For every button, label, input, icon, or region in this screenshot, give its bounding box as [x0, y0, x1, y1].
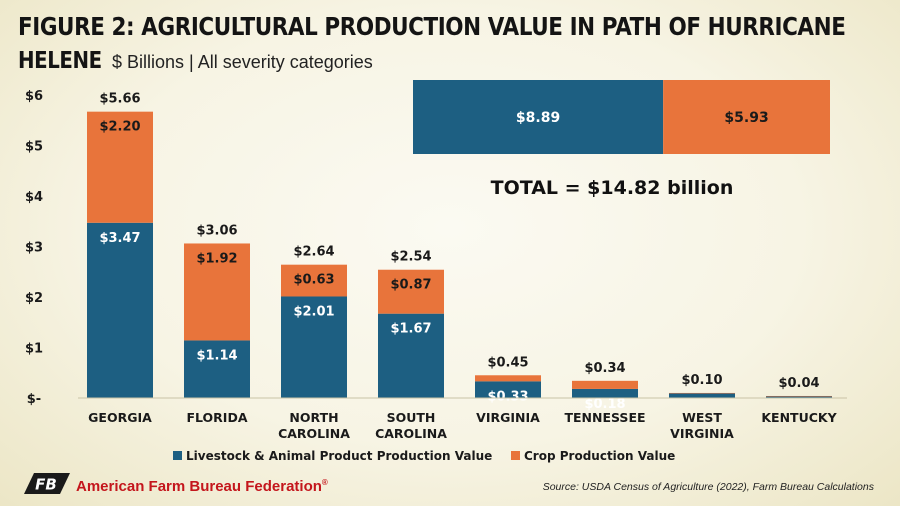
summary-livestock-label: $8.89: [516, 110, 560, 126]
livestock-bar-segment: [475, 381, 541, 398]
y-tick-label: $5: [25, 140, 43, 155]
x-tick-label: VIRGINIA: [476, 410, 540, 425]
registered-mark: ®: [321, 478, 328, 487]
livestock-value-label: $1.14: [196, 348, 237, 363]
crop-bar-segment: [475, 375, 541, 382]
legend-crop-label: Crop Production Value: [524, 449, 675, 463]
x-tick-label: KENTUCKY: [761, 410, 837, 425]
livestock-value-label: $1.67: [390, 322, 431, 337]
x-tick-label: CAROLINA: [278, 426, 350, 441]
y-tick-label: $-: [27, 392, 41, 407]
livestock-bar-segment: [281, 296, 347, 398]
summary-livestock-segment: [413, 80, 664, 154]
crop-bar-segment: [766, 395, 832, 397]
total-label: TOTAL = $14.82 billion: [491, 177, 734, 199]
livestock-value-label: $0.18: [584, 397, 625, 412]
y-tick-label: $6: [25, 89, 43, 104]
crop-value-label: $0.63: [293, 273, 334, 288]
total-value-label: $0.45: [487, 355, 528, 370]
source-note: Source: USDA Census of Agriculture (2022…: [542, 481, 874, 493]
chart-subtitle: $ Billions | All severity categories: [112, 52, 373, 72]
summary-crop-segment: [663, 80, 830, 154]
total-value-label: $2.64: [293, 245, 334, 260]
crop-bar-segment: [669, 392, 735, 394]
farm-bureau-logo: FB: [24, 473, 70, 494]
livestock-bar-segment: [572, 388, 638, 398]
logo-text: FB: [35, 476, 57, 494]
x-tick-label: SOUTH: [387, 410, 436, 425]
legend: Livestock & Animal Product Production Va…: [173, 449, 675, 463]
bars: $3.47 $2.20 $5.66 $1.14 $1.92 $3.06 $2.01 $0.63…: [87, 92, 832, 412]
x-tick-label: CAROLINA: [375, 426, 447, 441]
x-tick-label: VIRGINIA: [670, 426, 734, 441]
crop-bar-segment: [281, 264, 347, 297]
total-value-label: $0.10: [681, 373, 722, 388]
x-tick-label: GEORGIA: [88, 410, 152, 425]
crop-value-label: $0.87: [390, 278, 431, 293]
organization-name: American Farm Bureau Federation®: [76, 478, 328, 495]
chart-title-line-2-wrap: HELENE: [18, 48, 115, 74]
crop-bar-segment: [184, 243, 250, 341]
chart-title-line-2: HELENE: [18, 48, 102, 74]
total-value-label: $5.66: [99, 92, 140, 107]
y-axis: $- $1 $2 $3 $4 $5 $6: [25, 89, 43, 407]
livestock-bar-segment: [669, 393, 735, 398]
livestock-bar-segment: [87, 222, 153, 398]
livestock-value-label: $2.01: [293, 304, 334, 319]
y-tick-label: $3: [25, 241, 43, 256]
total-value-label: $3.06: [196, 223, 237, 238]
legend-livestock-label: Livestock & Animal Product Production Va…: [186, 449, 492, 463]
organization-name-text: American Farm Bureau Federation: [76, 478, 322, 495]
livestock-bar-segment: [766, 396, 832, 398]
livestock-value-label: $0.33: [487, 389, 528, 404]
x-axis: GEORGIA FLORIDA NORTHCAROLINASOUTHCAROLINA…: [78, 397, 847, 441]
total-value-label: $0.34: [584, 361, 625, 376]
livestock-bar-segment: [184, 340, 250, 398]
total-value-label: $2.54: [390, 250, 431, 265]
legend-livestock-swatch: [173, 451, 182, 460]
x-tick-label: FLORIDA: [186, 410, 247, 425]
crop-bar-segment: [378, 269, 444, 314]
total-value-label: $0.04: [778, 376, 819, 391]
crop-bar-segment: [87, 111, 153, 223]
legend-crop-swatch: [511, 451, 520, 460]
y-tick-label: $4: [25, 190, 43, 205]
x-tick-label: TENNESSEE: [564, 410, 645, 425]
chart-title-line-1: FIGURE 2: AGRICULTURAL PRODUCTION VALUE …: [18, 12, 846, 41]
crop-value-label: $1.92: [196, 251, 237, 266]
x-tick-label: NORTH: [289, 410, 338, 425]
crop-value-label: $2.20: [99, 120, 140, 135]
x-tick-label: WEST: [682, 410, 722, 425]
summary-crop-label: $5.93: [724, 110, 768, 126]
crop-bar-segment: [572, 380, 638, 389]
summary-bar: $8.89 $5.93 TOTAL = $14.82 billion: [413, 80, 830, 199]
y-tick-label: $1: [25, 342, 43, 357]
y-tick-label: $2: [25, 291, 43, 306]
livestock-value-label: $3.47: [99, 231, 140, 246]
livestock-bar-segment: [378, 313, 444, 398]
